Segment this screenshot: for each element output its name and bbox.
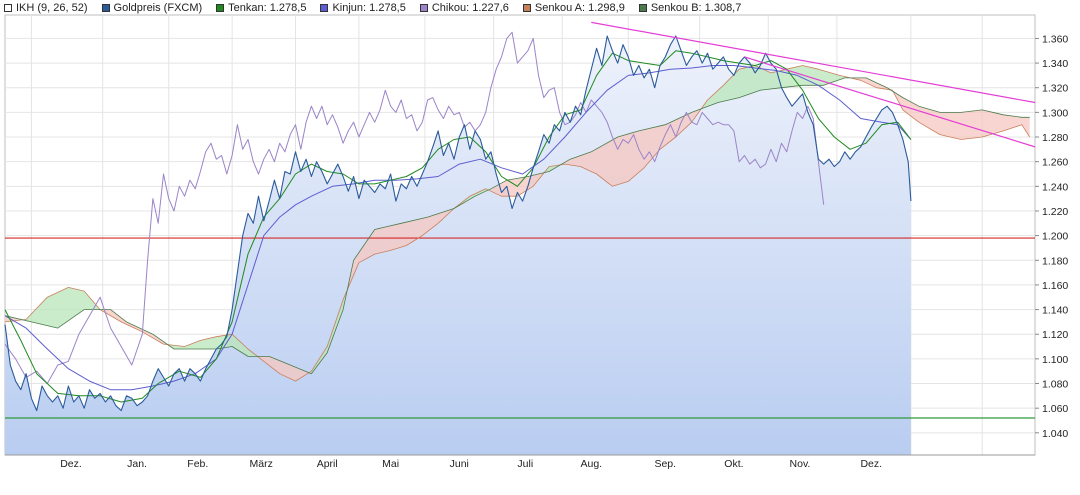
legend-item-tenkan[interactable]: Tenkan: 1.278,5	[216, 2, 306, 14]
y-tick-label: 1.120	[1042, 329, 1068, 341]
cloud-bearish	[102, 309, 169, 346]
x-tick-label: Aug.	[581, 458, 603, 470]
x-tick-label: Sep.	[654, 458, 676, 470]
legend-item-senkou-b[interactable]: Senkou B: 1.308,7	[638, 2, 742, 14]
legend-item-kinjun[interactable]: Kinjun: 1.278,5	[320, 2, 406, 14]
y-tick-label: 1.320	[1042, 83, 1068, 95]
legend-item-senkou-a[interactable]: Senkou A: 1.298,9	[522, 2, 625, 14]
tenkan-line	[4, 50, 912, 403]
legend-item-goldpreis[interactable]: Goldpreis (FXCM)	[101, 2, 203, 14]
senkou-a-line	[4, 65, 1031, 382]
x-tick-label: Nov.	[790, 458, 811, 470]
x-tick-label: Dez.	[60, 458, 82, 470]
legend-swatch-senkou-b	[638, 4, 647, 12]
cloud-bullish	[23, 287, 103, 329]
cloud-bullish	[702, 65, 853, 109]
cloud-bearish	[562, 107, 703, 187]
legend-item-ikh[interactable]: IKH (9, 26, 52)	[4, 2, 88, 14]
x-tick-label: Feb.	[187, 458, 208, 470]
y-tick-label: 1.100	[1042, 354, 1068, 366]
x-tick-label: Okt.	[724, 458, 743, 470]
x-tick-label: Jan.	[127, 458, 147, 470]
y-tick-label: 1.080	[1042, 379, 1068, 391]
y-tick-label: 1.300	[1042, 107, 1068, 119]
legend-swatch-goldpreis	[101, 4, 110, 12]
cloud-bearish	[348, 208, 454, 288]
legend: IKH (9, 26, 52) Goldpreis (FXCM) Tenkan:…	[4, 1, 755, 15]
y-tick-label: 1.340	[1042, 58, 1068, 70]
y-tick-label: 1.240	[1042, 181, 1068, 193]
legend-swatch-tenkan	[216, 4, 225, 12]
kinjun-line	[4, 65, 912, 391]
y-tick-label: 1.140	[1042, 305, 1068, 317]
legend-swatch-senkou-a	[522, 4, 531, 12]
trendline-upper	[591, 21, 1036, 104]
legend-label-goldpreis: Goldpreis (FXCM)	[113, 2, 203, 14]
cloud-bearish	[258, 356, 312, 382]
legend-swatch-chikou	[419, 4, 428, 12]
y-tick-label: 1.060	[1042, 403, 1068, 415]
legend-label-chikou: Chikou: 1.227,6	[431, 2, 509, 14]
trendline-lower	[744, 56, 1036, 148]
x-tick-label: Dez.	[860, 458, 882, 470]
legend-label-ikh: IKH (9, 26, 52)	[16, 2, 88, 14]
legend-swatch-ikh	[4, 4, 12, 12]
x-tick-label: Juni	[450, 458, 469, 470]
cloud-bullish	[168, 334, 259, 358]
legend-label-kinjun: Kinjun: 1.278,5	[332, 2, 406, 14]
cloud-bearish	[490, 169, 547, 197]
x-tick-label: Mai	[382, 458, 399, 470]
legend-label-tenkan: Tenkan: 1.278,5	[228, 2, 307, 14]
legend-item-chikou[interactable]: Chikou: 1.227,6	[419, 2, 509, 14]
y-tick-label: 1.180	[1042, 255, 1068, 267]
y-tick-label: 1.360	[1042, 33, 1068, 45]
y-tick-label: 1.280	[1042, 132, 1068, 144]
y-tick-label: 1.220	[1042, 206, 1068, 218]
legend-swatch-kinjun	[320, 4, 329, 12]
senkou-b-line	[4, 77, 1030, 375]
legend-label-senkou-b: Senkou B: 1.308,7	[650, 2, 742, 14]
goldpreis-line	[4, 35, 912, 412]
x-tick-label: April	[317, 458, 338, 470]
price-area	[5, 36, 911, 455]
legend-label-senkou-a: Senkou A: 1.298,9	[534, 2, 625, 14]
y-tick-label: 1.260	[1042, 157, 1068, 169]
cloud-bearish	[5, 315, 24, 322]
y-tick-label: 1.160	[1042, 280, 1068, 292]
x-tick-label: Juli	[517, 458, 533, 470]
chikou-line	[4, 31, 825, 384]
y-tick-label: 1.040	[1042, 428, 1068, 440]
y-tick-label: 1.200	[1042, 231, 1068, 243]
x-tick-label: März	[250, 458, 273, 470]
